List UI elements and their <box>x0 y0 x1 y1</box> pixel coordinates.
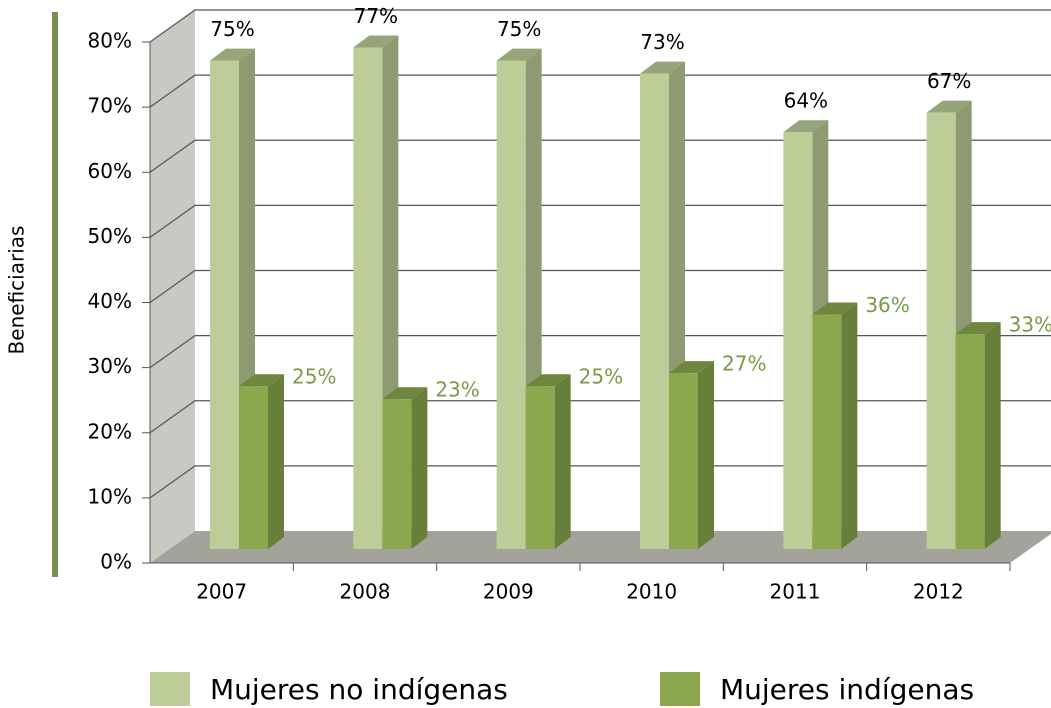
bar <box>496 60 526 549</box>
value-label: 77% <box>354 4 398 28</box>
grid-line <box>149 465 1051 499</box>
bar <box>525 386 555 549</box>
value-label: 67% <box>927 69 971 93</box>
bar-side <box>984 322 1001 549</box>
bar-top <box>239 374 284 387</box>
grid-line <box>149 400 1051 434</box>
bar <box>669 373 698 549</box>
x-tick-label: 2010 <box>626 580 677 604</box>
legend-swatch <box>150 672 190 706</box>
bar-side <box>841 302 858 549</box>
x-tick-label: 2008 <box>340 580 391 604</box>
bar-top <box>669 361 714 374</box>
value-label: 73% <box>640 30 684 54</box>
bar-top <box>955 322 1001 335</box>
legend-label: Mujeres indígenas <box>720 673 974 706</box>
bar-top <box>640 61 685 74</box>
bar-top <box>382 387 428 400</box>
bar <box>239 386 268 549</box>
grid-line <box>149 335 1051 369</box>
y-tick-label: 10% <box>88 484 132 508</box>
bar-side <box>411 387 428 549</box>
grid-line <box>149 139 1051 173</box>
x-tick-label: 2007 <box>196 580 247 604</box>
value-label: 64% <box>784 89 828 113</box>
value-label: 75% <box>210 17 254 41</box>
bar <box>382 399 412 549</box>
x-tick-label: 2011 <box>770 580 821 604</box>
bar-top <box>210 48 255 61</box>
bar <box>640 73 669 550</box>
bar <box>353 47 383 549</box>
bar-top <box>496 48 542 61</box>
x-tick-label: 2009 <box>483 580 534 604</box>
y-tick-label: 40% <box>88 289 132 313</box>
grid-line <box>149 9 1051 43</box>
value-label: 25% <box>579 365 623 389</box>
x-tick-label: 2012 <box>913 580 964 604</box>
bar <box>210 60 239 549</box>
bar-top <box>353 35 399 48</box>
y-tick-label: 0% <box>100 550 132 574</box>
value-label: 25% <box>292 365 336 389</box>
value-label: 33% <box>1009 313 1051 337</box>
bar <box>955 334 985 549</box>
legend-label: Mujeres no indígenas <box>210 673 508 706</box>
y-tick-label: 50% <box>88 224 132 248</box>
bar-top <box>525 374 571 387</box>
value-label: 36% <box>865 293 909 317</box>
y-tick-label: 70% <box>88 94 132 118</box>
grid-line <box>149 204 1051 238</box>
bar <box>783 132 813 549</box>
bar <box>812 314 842 549</box>
bar-top <box>812 302 858 315</box>
y-tick-label: 60% <box>88 159 132 183</box>
y-tick-label: 20% <box>88 419 132 443</box>
floor <box>150 531 1051 563</box>
value-label: 75% <box>497 17 541 41</box>
bar-top <box>783 120 829 133</box>
legend-swatch <box>660 672 700 706</box>
bar-side <box>268 374 284 549</box>
grid-line <box>149 269 1051 303</box>
bar-side <box>698 361 714 549</box>
bar-top <box>926 100 972 113</box>
value-label: 27% <box>722 352 766 376</box>
bar-side <box>554 374 571 549</box>
bar <box>926 112 956 549</box>
y-tick-label: 30% <box>88 354 132 378</box>
grid-line <box>149 74 1051 108</box>
value-label: 23% <box>435 378 479 402</box>
y-axis-label: Beneficiarias <box>5 226 29 355</box>
y-tick-label: 80% <box>88 29 132 53</box>
